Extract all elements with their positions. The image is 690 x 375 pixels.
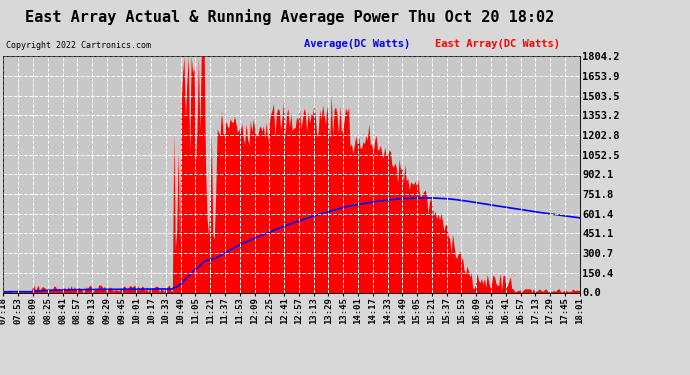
- Text: East Array Actual & Running Average Power Thu Oct 20 18:02: East Array Actual & Running Average Powe…: [25, 9, 555, 26]
- Text: Copyright 2022 Cartronics.com: Copyright 2022 Cartronics.com: [6, 41, 150, 50]
- Text: Average(DC Watts): Average(DC Watts): [304, 39, 410, 50]
- Text: East Array(DC Watts): East Array(DC Watts): [435, 39, 560, 50]
